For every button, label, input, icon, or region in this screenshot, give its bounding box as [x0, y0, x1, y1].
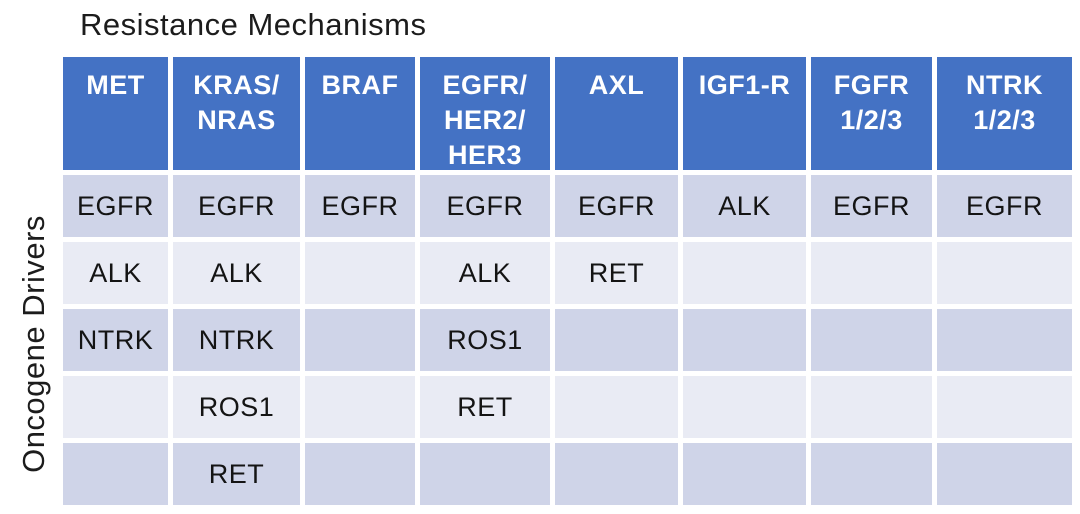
table-cell	[811, 443, 932, 505]
table-cell	[937, 309, 1072, 371]
table-cell	[937, 443, 1072, 505]
table-cell	[305, 376, 415, 438]
table-cell: ALK	[173, 242, 300, 304]
table-cell: EGFR	[63, 175, 168, 237]
table-cell: RET	[555, 242, 678, 304]
table-cell: EGFR	[937, 175, 1072, 237]
table-cell	[683, 242, 806, 304]
table-cell	[811, 309, 932, 371]
table-cell	[63, 443, 168, 505]
page-title: Resistance Mechanisms	[80, 7, 427, 42]
table-cell: ROS1	[173, 376, 300, 438]
column-header-braf: BRAF	[305, 57, 415, 170]
table-cell	[683, 376, 806, 438]
table-cell	[555, 309, 678, 371]
table-cell: EGFR	[420, 175, 550, 237]
table-cell	[305, 443, 415, 505]
table-cell: NTRK	[63, 309, 168, 371]
table-cell: EGFR	[811, 175, 932, 237]
table-cell	[683, 443, 806, 505]
resistance-mechanisms-table: MET KRAS/ NRAS BRAF EGFR/ HER2/ HER3 AXL IGF1…	[63, 57, 1072, 505]
table-cell	[811, 376, 932, 438]
column-header-fgfr: FGFR 1/2/3	[811, 57, 932, 170]
column-header-ntrk: NTRK 1/2/3	[937, 57, 1072, 170]
table-cell	[63, 376, 168, 438]
table-cell	[305, 242, 415, 304]
column-header-axl: AXL	[555, 57, 678, 170]
table-cell: RET	[420, 376, 550, 438]
table-cell: NTRK	[173, 309, 300, 371]
table-cell: EGFR	[173, 175, 300, 237]
table-cell	[683, 309, 806, 371]
table-cell: EGFR	[305, 175, 415, 237]
table-cell: ROS1	[420, 309, 550, 371]
table-cell	[555, 376, 678, 438]
table-cell: ALK	[683, 175, 806, 237]
table-cell: ALK	[63, 242, 168, 304]
y-axis-label: Oncogene Drivers	[16, 215, 51, 473]
column-header-met: MET	[63, 57, 168, 170]
table-cell	[937, 242, 1072, 304]
table-cell: EGFR	[555, 175, 678, 237]
table-cell: ALK	[420, 242, 550, 304]
table-cell	[937, 376, 1072, 438]
table-cell	[555, 443, 678, 505]
column-header-egfr-: EGFR/ HER2/ HER3	[420, 57, 550, 170]
table-cell	[420, 443, 550, 505]
column-header-igf1-r: IGF1-R	[683, 57, 806, 170]
column-header-kras-: KRAS/ NRAS	[173, 57, 300, 170]
table-cell	[305, 309, 415, 371]
table-cell: RET	[173, 443, 300, 505]
table-cell	[811, 242, 932, 304]
